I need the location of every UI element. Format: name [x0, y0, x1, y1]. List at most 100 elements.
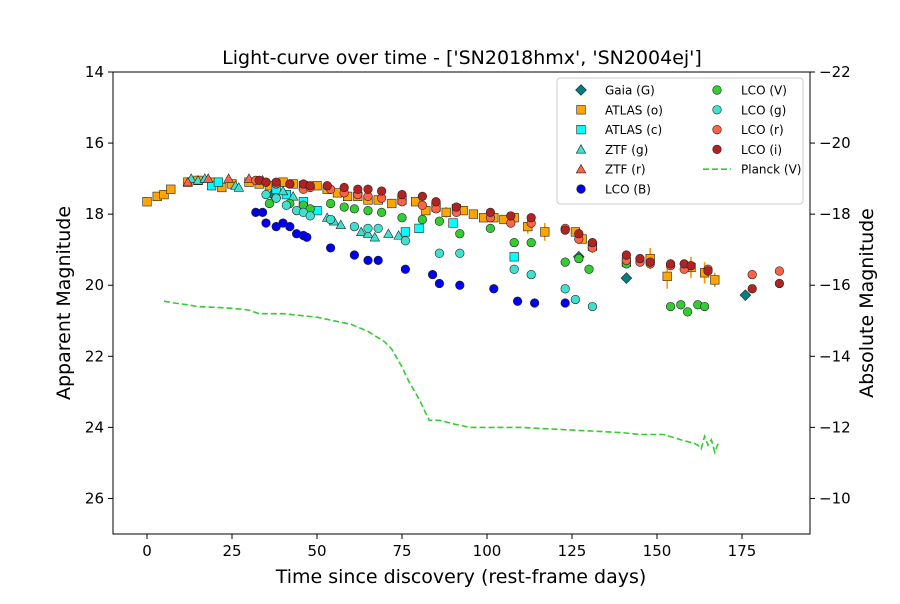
data-point-lco-v: [377, 207, 387, 217]
data-point-lco-b: [428, 269, 438, 280]
data-point-lco-g: [261, 190, 271, 200]
data-point-lco-v: [397, 213, 407, 223]
data-point-gaia-g: [739, 289, 752, 301]
data-point-lco-i: [322, 181, 332, 191]
data-point-lco-v: [326, 198, 336, 209]
data-point-lco-v: [699, 301, 710, 312]
y-tick-label: 16: [85, 134, 104, 152]
data-point-lco-g: [326, 214, 336, 225]
data-point-lco-b: [434, 278, 445, 289]
data-point-lco-i: [339, 182, 349, 193]
data-point-lco-i: [621, 250, 632, 260]
data-point-lco-b: [489, 284, 499, 294]
legend-swatch-ztf-g: [575, 144, 587, 154]
x-tick-label: 150: [643, 542, 672, 560]
legend-label-lco-r: LCO (r): [741, 123, 784, 137]
data-point-atlas-o: [387, 198, 397, 209]
plot-frame: [112, 71, 811, 535]
legend-label-lco-g: LCO (g): [741, 103, 786, 117]
y2-tick-label: −12: [819, 418, 851, 436]
data-point-atlas-o: [540, 227, 550, 237]
data-point-lco-g: [455, 248, 465, 258]
data-point-lco-b: [529, 298, 540, 308]
data-point-ztf-g: [355, 226, 367, 237]
legend-swatch-atlas-c: [576, 125, 586, 135]
legend-label-lco-v: LCO (V): [741, 84, 787, 98]
data-point-ztf-g: [369, 231, 381, 242]
series-line-planck-v: [163, 300, 719, 455]
data-point-lco-g: [281, 200, 292, 210]
data-point-ztf-r: [223, 173, 234, 183]
data-point-lco-v: [434, 216, 445, 226]
data-point-lco-b: [363, 255, 373, 265]
data-point-lco-g: [509, 264, 519, 274]
data-point-lco-b: [326, 243, 336, 253]
legend-label-lco-i: LCO (i): [741, 143, 782, 157]
data-point-atlas-c: [509, 252, 519, 262]
data-point-lco-i: [645, 257, 655, 267]
legend-swatch-lco-b: [576, 184, 586, 194]
data-point-lco-v: [349, 204, 360, 214]
data-point-lco-b: [373, 255, 383, 265]
legend-swatch-lco-i: [712, 144, 722, 154]
data-point-lco-v: [485, 223, 496, 233]
data-point-ztf-g: [287, 191, 299, 201]
data-point-ztf-r: [182, 176, 194, 187]
data-point-lco-g: [349, 221, 360, 232]
data-point-lco-v: [665, 301, 676, 312]
data-point-lco-r: [774, 266, 785, 276]
plot-area: [142, 173, 785, 455]
data-point-lco-b: [512, 296, 523, 306]
data-point-lco-v: [455, 229, 465, 239]
data-point-atlas-o: [159, 190, 169, 200]
data-point-lco-i: [397, 190, 407, 200]
data-point-ztf-g: [393, 230, 404, 240]
data-point-lco-b: [400, 264, 411, 274]
data-point-lco-g: [363, 223, 373, 233]
legend-swatch-lco-r: [712, 125, 722, 135]
data-point-lco-i: [377, 186, 387, 196]
data-point-gaia-g: [620, 272, 633, 284]
y2-tick-label: −14: [819, 347, 851, 365]
data-point-lco-i: [747, 284, 757, 294]
data-point-lco-r: [747, 269, 757, 280]
chart-title: Light-curve over time - ['SN2018hmx', 'S…: [222, 47, 702, 69]
legend-label-ztf-g: ZTF (g): [605, 143, 648, 157]
data-point-lco-i: [665, 259, 676, 269]
data-point-lco-v: [676, 300, 686, 310]
x-axis-label: Time since discovery (rest-frame days): [275, 566, 647, 588]
data-point-ztf-g: [362, 228, 374, 238]
data-point-lco-g: [271, 193, 281, 203]
data-point-lco-g: [587, 301, 598, 312]
y-tick-label: 24: [85, 418, 104, 436]
data-point-atlas-o: [166, 184, 176, 194]
y-tick-label: 14: [85, 63, 104, 81]
legend: Gaia (G) ATLAS (o) ATLAS (c) ZTF (g) ZTF (r)…: [556, 77, 804, 205]
data-point-lco-v: [264, 198, 275, 209]
data-point-ztf-g: [277, 185, 289, 196]
legend-swatch-lco-v: [712, 85, 722, 95]
x-tick-label: 25: [222, 542, 241, 560]
data-point-lco-g: [305, 211, 315, 221]
data-point-lco-i: [485, 207, 496, 217]
data-point-lco-v: [574, 253, 584, 264]
data-point-ztf-g: [383, 228, 394, 238]
data-point-lco-i: [587, 237, 598, 248]
y-tick-label: 22: [85, 347, 104, 365]
data-point-lco-i: [703, 266, 713, 276]
legend-swatch-gaia-g: [575, 84, 587, 96]
data-point-lco-b: [258, 207, 268, 217]
data-point-lco-b: [455, 280, 465, 290]
legend-label-lco-b: LCO (B): [605, 183, 651, 197]
data-point-lco-i: [451, 202, 462, 212]
data-point-lco-r: [417, 200, 428, 210]
data-point-lco-b: [560, 298, 570, 308]
legend-swatch-lco-g: [712, 105, 722, 115]
data-point-lco-v: [682, 307, 693, 317]
data-point-lco-i: [305, 181, 315, 191]
y2-axis-label: Absolute Magnitude: [856, 208, 878, 398]
data-point-atlas-c: [400, 227, 411, 237]
data-point-lco-i: [526, 213, 536, 223]
data-point-lco-v: [584, 264, 594, 274]
